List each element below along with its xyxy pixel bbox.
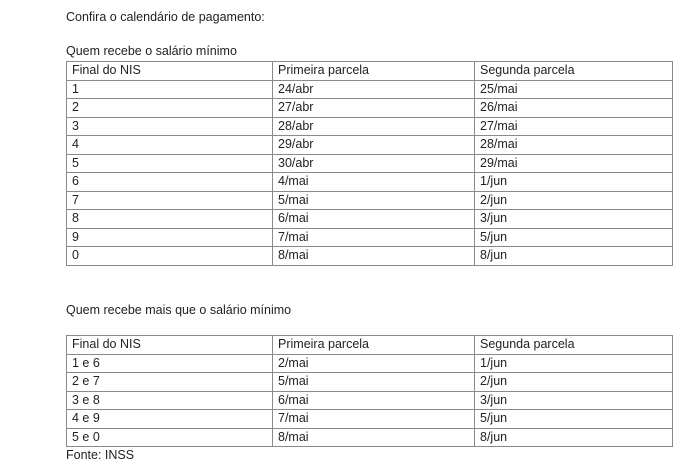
table-cell: 6/mai: [272, 390, 475, 410]
table-row: 1 e 6 2/mai 1/jun: [66, 353, 673, 373]
table-row: 4 e 9 7/mai 5/jun: [66, 409, 673, 429]
table-cell: 29/mai: [474, 153, 673, 173]
table-cell: 5/jun: [474, 227, 673, 247]
table-cell: 1: [66, 79, 273, 99]
table-row: 9 7/mai 5/jun: [66, 227, 673, 247]
table-cell: 28/abr: [272, 116, 475, 136]
intro-text: Confira o calendário de pagamento:: [66, 10, 265, 24]
table-cell: 26/mai: [474, 98, 673, 118]
table-cell: 2/jun: [474, 372, 673, 392]
table-cell: 4: [66, 135, 273, 155]
column-header: Final do NIS: [66, 335, 273, 355]
table-row: 5 30/abr 29/mai: [66, 153, 673, 173]
table-cell: 9: [66, 227, 273, 247]
table-row: 3 28/abr 27/mai: [66, 116, 673, 136]
table-cell: 6: [66, 172, 273, 192]
table-cell: 2: [66, 98, 273, 118]
table-cell: 8/mai: [272, 246, 475, 266]
column-header: Primeira parcela: [272, 61, 475, 81]
column-header: Segunda parcela: [474, 61, 673, 81]
table-cell: 1/jun: [474, 353, 673, 373]
table-row: 2 27/abr 26/mai: [66, 98, 673, 118]
table-cell: 5: [66, 153, 273, 173]
table-cell: 2/jun: [474, 190, 673, 210]
table1-title: Quem recebe o salário mínimo: [66, 44, 237, 58]
table-cell: 5/jun: [474, 409, 673, 429]
table-cell: 4/mai: [272, 172, 475, 192]
table-cell: 28/mai: [474, 135, 673, 155]
header-row: Final do NIS Primeira parcela Segunda parc…: [66, 61, 673, 81]
table-cell: 8/jun: [474, 246, 673, 266]
table-cell: 24/abr: [272, 79, 475, 99]
above-minimum-wage-table: Final do NIS Primeira parcela Segunda parc…: [66, 335, 673, 447]
table-cell: 27/abr: [272, 98, 475, 118]
table-cell: 3 e 8: [66, 390, 273, 410]
table-row: 8 6/mai 3/jun: [66, 209, 673, 229]
table2-title: Quem recebe mais que o salário mínimo: [66, 303, 292, 317]
table-row: 3 e 8 6/mai 3/jun: [66, 390, 673, 410]
table-cell: 30/abr: [272, 153, 475, 173]
table-row: 4 29/abr 28/mai: [66, 135, 673, 155]
table-cell: 4 e 9: [66, 409, 273, 429]
table-row: 6 4/mai 1/jun: [66, 172, 673, 192]
table-cell: 6/mai: [272, 209, 475, 229]
table-row: 7 5/mai 2/jun: [66, 190, 673, 210]
column-header: Primeira parcela: [272, 335, 475, 355]
table-cell: 5 e 0: [66, 427, 273, 447]
header-row: Final do NIS Primeira parcela Segunda parc…: [66, 335, 673, 355]
table-cell: 8/jun: [474, 427, 673, 447]
table-cell: 7/mai: [272, 227, 475, 247]
table-row: 2 e 7 5/mai 2/jun: [66, 372, 673, 392]
table-cell: 3/jun: [474, 390, 673, 410]
table-cell: 1 e 6: [66, 353, 273, 373]
table-cell: 1/jun: [474, 172, 673, 192]
table-cell: 25/mai: [474, 79, 673, 99]
minimum-wage-table: Final do NIS Primeira parcela Segunda parc…: [66, 61, 673, 266]
table-row: 1 24/abr 25/mai: [66, 79, 673, 99]
table-cell: 2/mai: [272, 353, 475, 373]
table-cell: 7: [66, 190, 273, 210]
table-row: 5 e 0 8/mai 8/jun: [66, 427, 673, 447]
column-header: Segunda parcela: [474, 335, 673, 355]
table-cell: 27/mai: [474, 116, 673, 136]
table-cell: 3: [66, 116, 273, 136]
table-cell: 8: [66, 209, 273, 229]
column-header: Final do NIS: [66, 61, 273, 81]
table-row: 0 8/mai 8/jun: [66, 246, 673, 266]
table-cell: 8/mai: [272, 427, 475, 447]
source-note: Fonte: INSS: [66, 448, 135, 462]
table-cell: 29/abr: [272, 135, 475, 155]
table-cell: 0: [66, 246, 273, 266]
table-cell: 2 e 7: [66, 372, 273, 392]
table-cell: 3/jun: [474, 209, 673, 229]
table-cell: 5/mai: [272, 190, 475, 210]
table-cell: 5/mai: [272, 372, 475, 392]
table-cell: 7/mai: [272, 409, 475, 429]
